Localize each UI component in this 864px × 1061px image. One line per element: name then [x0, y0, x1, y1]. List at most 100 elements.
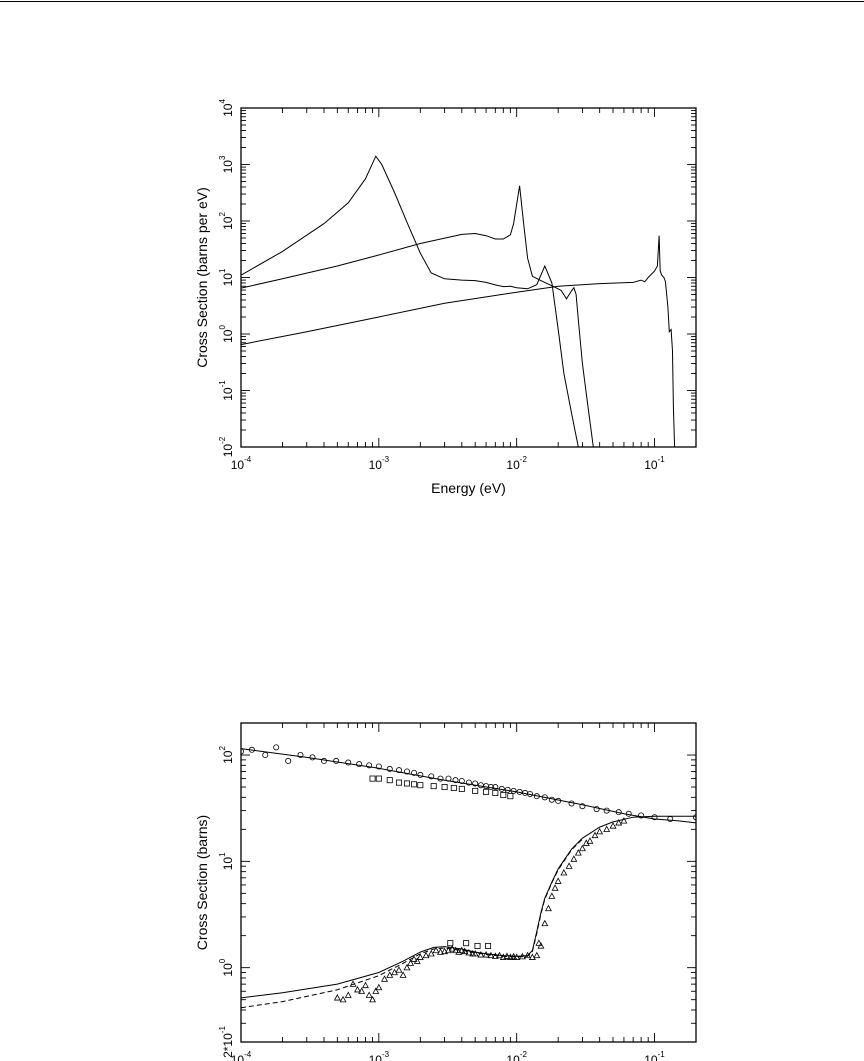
data-point-triangle [565, 862, 573, 869]
y-tick-label-base: 10 [221, 963, 235, 977]
data-point-circle [262, 752, 269, 759]
data-point-triangle [333, 994, 341, 1001]
data-point-circle [366, 762, 373, 769]
y-tick-label: 102 [218, 212, 235, 230]
y-tick-label-exponent: 0 [218, 958, 227, 963]
data-point-circle [625, 810, 632, 817]
y-tick-label-exponent: 3 [218, 155, 227, 160]
y-tick-label: 102 [218, 746, 235, 764]
data-point-circle [309, 754, 316, 761]
x-tick-label-exponent: -3 [382, 455, 390, 464]
y-tick-label-exponent: 2 [218, 746, 227, 751]
data-point-triangle [615, 819, 623, 826]
data-point-circle [356, 761, 363, 768]
y-tick-label-base: 10 [221, 857, 235, 871]
data-point-square [417, 782, 424, 789]
data-point-circle [333, 757, 340, 764]
data-point-circle [417, 771, 424, 778]
x-tick-label: 10-1 [644, 455, 665, 472]
y-tick-label-base: 10 [221, 1033, 235, 1047]
data-point-square [450, 784, 457, 791]
data-point-triangle [495, 951, 503, 959]
data-point-triangle [471, 949, 479, 957]
data-point-circle [555, 797, 562, 804]
data-point-triangle [344, 991, 352, 998]
data-point-circle [516, 788, 523, 795]
data-point-triangle [422, 951, 430, 959]
data-point-circle [428, 773, 435, 780]
data-point-triangle [458, 946, 466, 954]
data-point-triangle [591, 831, 599, 839]
data-point-triangle [416, 953, 424, 960]
data-point-triangle [513, 953, 521, 960]
x-tick-label: 10-1 [644, 1050, 665, 1061]
y-tick-label: 2*10-1 [218, 1026, 235, 1058]
plot-area [241, 155, 676, 447]
data-point-triangle [596, 827, 604, 835]
data-point-square [485, 942, 492, 949]
data-point-triangle [535, 939, 543, 946]
y-tick-label-exponent: 1 [218, 852, 227, 857]
y-tick-label-base: 10 [221, 216, 235, 230]
data-point-circle [472, 780, 479, 787]
x-tick-label: 10-3 [369, 455, 390, 472]
y-axis-title: Cross Section (barns per eV) [194, 187, 210, 368]
series-line-2 [241, 185, 594, 447]
data-point-triangle [365, 991, 373, 998]
data-point-circle [403, 768, 410, 775]
x-tick-label-base: 10 [644, 1053, 658, 1061]
y-tick-label-exponent: -2 [218, 436, 227, 444]
data-point-square [386, 777, 393, 784]
data-point-triangle [455, 948, 463, 955]
y-tick-label-exponent: -1 [218, 1026, 227, 1034]
data-point-square [463, 940, 470, 947]
data-point-circle [487, 784, 494, 791]
data-point-triangle [403, 963, 411, 971]
x-tick-label-base: 10 [506, 1053, 520, 1061]
data-point-circle [273, 744, 280, 751]
series-line-1 [241, 155, 579, 447]
data-point-triangle [510, 952, 518, 960]
y-axis-title: Cross Section (barns) [194, 815, 210, 950]
series-line-3 [241, 235, 676, 447]
data-point-circle [693, 814, 696, 821]
data-point-circle [458, 777, 465, 784]
series-line-2 [241, 815, 696, 999]
x-tick-label-base: 10 [506, 458, 520, 472]
data-point-circle [411, 769, 418, 776]
data-point-triangle [395, 966, 403, 973]
data-point-square [430, 783, 437, 790]
data-point-triangle [537, 942, 545, 949]
data-point-square [472, 787, 479, 794]
data-point-triangle [375, 983, 383, 991]
x-tick-label-base: 10 [231, 458, 245, 472]
y-tick-label-exponent: 0 [218, 325, 227, 330]
data-point-circle [548, 796, 555, 803]
y-tick-label: 104 [218, 99, 235, 117]
data-point-square [492, 789, 499, 796]
data-point-circle [437, 775, 444, 782]
data-point-circle [248, 746, 255, 753]
data-point-circle [477, 782, 484, 789]
data-point-circle [395, 767, 402, 774]
data-point-circle [579, 803, 586, 810]
data-point-triangle [381, 975, 389, 982]
data-point-triangle [620, 817, 628, 824]
data-point-circle [603, 807, 610, 814]
x-tick-label-base: 10 [369, 458, 383, 472]
data-point-triangle [437, 948, 444, 955]
data-point-triangle [369, 995, 376, 1003]
x-tick-label-exponent: -2 [520, 1050, 528, 1059]
x-tick-label-exponent: -4 [244, 455, 252, 464]
data-point-square [500, 792, 507, 799]
data-point-triangle [477, 951, 485, 958]
data-point-circle [498, 785, 505, 792]
data-point-circle [320, 757, 327, 764]
data-point-triangle [574, 849, 582, 856]
x-tick-label: 10-4 [231, 455, 252, 472]
data-point-triangle [548, 892, 556, 899]
data-point-circle [638, 812, 645, 819]
data-point-circle [445, 775, 452, 782]
data-point-circle [465, 779, 472, 786]
